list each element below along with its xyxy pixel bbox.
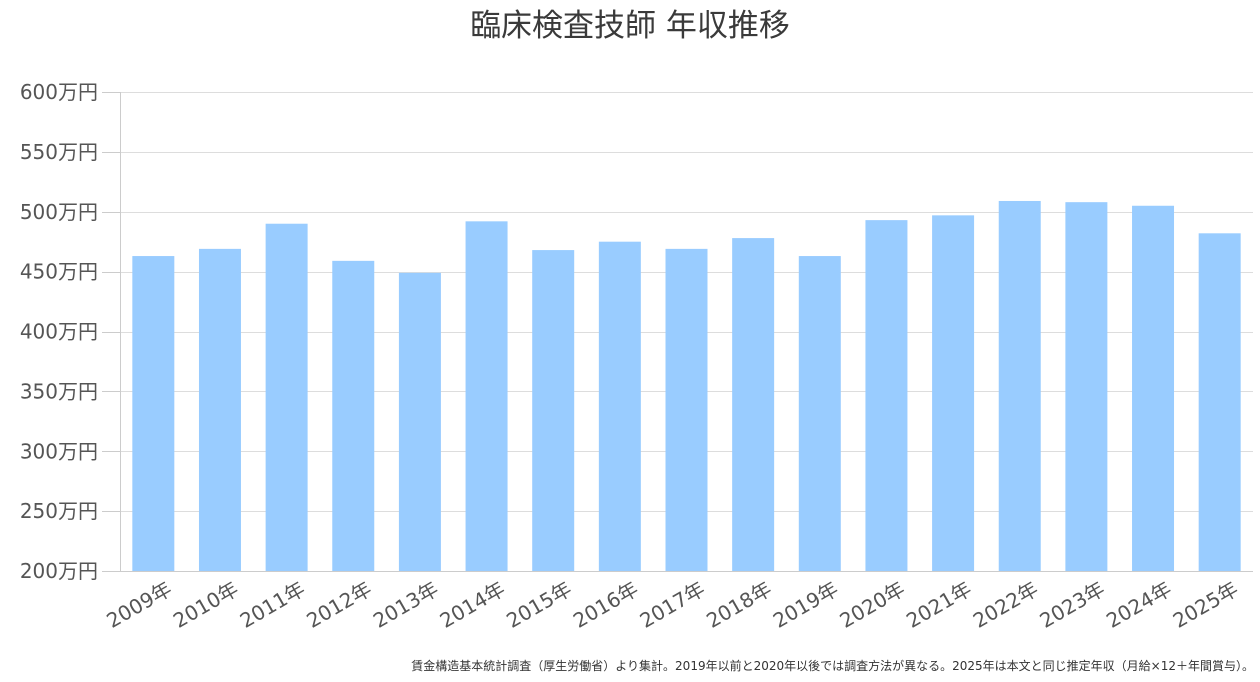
x-tick-label: 2022年: [969, 577, 1042, 633]
footnote: 賃金構造基本統計調査（厚生労働省）より集計。2019年以前と2020年以後では調…: [411, 659, 1254, 673]
x-tick-label: 2012年: [302, 577, 375, 633]
y-tick-label: 350万円: [20, 379, 98, 403]
bar: [132, 256, 175, 571]
x-tick-label: 2021年: [902, 577, 975, 633]
bar: [1132, 205, 1175, 571]
x-tick-label: 2010年: [169, 577, 242, 633]
y-tick-label: 450万円: [20, 260, 98, 284]
y-tick-label: 500万円: [20, 200, 98, 224]
x-tick-label: 2014年: [436, 577, 509, 633]
y-tick-label: 250万円: [20, 499, 98, 523]
bar: [932, 215, 975, 571]
x-axis-tick-labels: 2009年2010年2011年2012年2013年2014年2015年2016年…: [102, 577, 1242, 633]
x-tick-label: 2013年: [369, 577, 442, 633]
bar: [532, 250, 575, 571]
x-tick-label: 2016年: [569, 577, 642, 633]
x-tick-label: 2019年: [769, 577, 842, 633]
x-tick-label: 2018年: [702, 577, 775, 633]
bar: [332, 260, 375, 571]
x-tick-label: 2020年: [836, 577, 909, 633]
axes: [120, 92, 1253, 572]
x-tick-label: 2015年: [502, 577, 575, 633]
y-tick-label: 200万円: [20, 559, 98, 583]
bar: [665, 248, 708, 571]
x-tick-label: 2017年: [636, 577, 709, 633]
y-axis-tick-labels: 200万円 250万円 300万円 350万円 400万円 450万円 500万円 550万円…: [20, 80, 98, 583]
x-tick-label: 2023年: [1035, 577, 1108, 633]
bar: [998, 200, 1041, 571]
chart-title: 臨床検査技師 年収推移: [470, 8, 790, 44]
bar: [732, 238, 775, 571]
bar: [465, 221, 508, 571]
bar: [598, 241, 641, 571]
bar: [398, 272, 441, 571]
y-tick-label: 400万円: [20, 320, 98, 344]
y-tick-label: 600万円: [20, 80, 98, 104]
x-tick-label: 2011年: [236, 577, 309, 633]
bar: [798, 256, 841, 571]
bar: [1065, 202, 1108, 572]
x-tick-label: 2009年: [102, 577, 175, 633]
bar: [198, 248, 241, 571]
bar: [1198, 233, 1241, 571]
x-tick-label: 2024年: [1102, 577, 1175, 633]
y-tick-label: 550万円: [20, 140, 98, 164]
y-tick-label: 300万円: [20, 439, 98, 463]
bars: [132, 200, 1241, 572]
bar: [865, 220, 908, 571]
x-tick-label: 2025年: [1169, 577, 1242, 633]
bar: [265, 223, 308, 571]
